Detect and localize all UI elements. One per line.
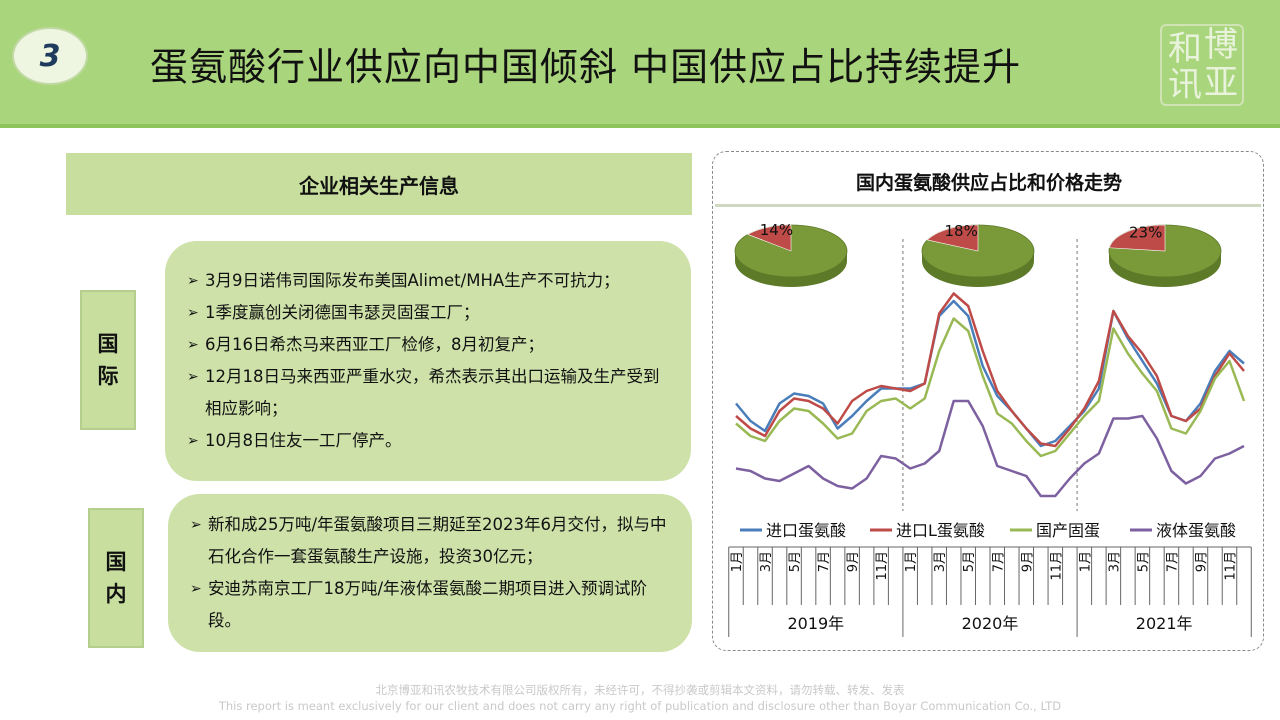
month-tick-label: 5月 — [962, 551, 977, 572]
month-tick-label: 11月 — [1049, 551, 1064, 581]
header-bar: 3 蛋氨酸行业供应向中国倾斜 中国供应占比持续提升 和 博 讯 亚 — [0, 0, 1280, 128]
pie-share-label: 18% — [945, 222, 978, 240]
month-tick-label: 3月 — [759, 551, 774, 572]
month-tick-label: 1月 — [1078, 551, 1093, 572]
series-line — [735, 292, 1245, 448]
list-item: ➢ 新和成25万吨/年蛋氨酸项目三期延至2023年6月交付，拟与中石化合作一套蛋氨… — [190, 509, 674, 573]
logo-char: 讯 — [1168, 65, 1202, 105]
company-logo: 和 博 讯 亚 — [1160, 24, 1244, 106]
month-tick-label: 7月 — [991, 551, 1006, 572]
month-tick-label: 1月 — [904, 551, 919, 572]
arrow-bullet-icon: ➢ — [187, 433, 199, 449]
month-tick-label: 3月 — [1107, 551, 1122, 572]
section-number-badge: 3 — [12, 27, 88, 85]
year-tick-label: 2021年 — [1136, 614, 1193, 633]
month-tick-label: 9月 — [846, 551, 861, 572]
label-char: 内 — [105, 582, 127, 606]
year-tick-label: 2020年 — [962, 614, 1019, 633]
arrow-bullet-icon: ➢ — [190, 517, 202, 533]
label-char: 国 — [105, 550, 127, 574]
legend-label: 进口蛋氨酸 — [766, 521, 846, 540]
label-char: 际 — [97, 364, 119, 388]
arrow-bullet-icon: ➢ — [187, 273, 199, 289]
logo-char: 博 — [1204, 25, 1238, 65]
series-line — [735, 399, 1245, 498]
page-title: 蛋氨酸行业供应向中国倾斜 中国供应占比持续提升 — [150, 45, 1022, 89]
month-tick-label: 5月 — [788, 551, 803, 572]
month-tick-label: 7月 — [817, 551, 832, 572]
pie-share-label: 23% — [1129, 223, 1162, 241]
list-item: ➢ 3月9日诺伟司国际发布美国Alimet/MHA生产不可抗力； — [187, 265, 673, 297]
month-tick-label: 1月 — [730, 551, 745, 572]
arrow-bullet-icon: ➢ — [187, 337, 199, 353]
month-tick-label: 11月 — [875, 551, 890, 581]
list-item: ➢ 1季度赢创关闭德国韦瑟灵固蛋工厂； — [187, 297, 673, 329]
copyright-notice-cn: 北京博亚和讯农牧技术有限公司版权所有，未经许可，不得抄袭或剪辑本文资料，请勿转载… — [375, 683, 905, 697]
arrow-bullet-icon: ➢ — [187, 305, 199, 321]
production-info-heading: 企业相关生产信息 — [66, 153, 692, 215]
list-item: ➢ 12月18日马来西亚严重水灾，希杰表示其出口运输及生产受到相应影响； — [187, 361, 673, 425]
pie-slice-share — [747, 224, 792, 252]
price-trend-chart: 14% 18% 23% 进口蛋氨酸 进口L蛋氨酸 国产固蛋 液体蛋氨酸 1月 3月 5月 7月 9月 1… — [728, 221, 1252, 637]
list-item: ➢ 6月16日希杰马来西亚工厂检修，8月初复产； — [187, 329, 673, 361]
month-tick-label: 9月 — [1194, 551, 1209, 572]
chart-title: 国内蛋氨酸供应占比和价格走势 — [855, 172, 1122, 194]
pie-slice-share — [1109, 224, 1166, 252]
legend-label: 国产固蛋 — [1036, 521, 1100, 540]
series-line — [735, 317, 1246, 458]
month-tick-label: 11月 — [1223, 551, 1238, 581]
label-char: 国 — [97, 332, 119, 356]
domestic-label: 国 内 — [88, 508, 144, 648]
list-item: ➢ 10月8日住友一工厂停产。 — [187, 425, 673, 457]
international-news-list: ➢ 3月9日诺伟司国际发布美国Alimet/MHA生产不可抗力； ➢ 1季度赢创关闭… — [165, 241, 691, 481]
logo-char: 亚 — [1204, 63, 1238, 103]
series-line — [735, 299, 1245, 448]
pie-share-label: 14% — [760, 221, 793, 239]
month-tick-label: 5月 — [1136, 551, 1151, 572]
copyright-notice-en: This report is meant exclusively for our… — [218, 699, 1062, 713]
month-tick-label: 7月 — [1165, 551, 1180, 572]
arrow-bullet-icon: ➢ — [190, 581, 202, 597]
logo-char: 和 — [1168, 29, 1202, 69]
arrow-bullet-icon: ➢ — [187, 369, 199, 385]
pie-slice-share — [926, 224, 979, 252]
year-tick-label: 2019年 — [787, 614, 844, 633]
list-item: ➢ 安迪苏南京工厂18万吨/年液体蛋氨酸二期项目进入预调试阶段。 — [190, 573, 674, 637]
domestic-news-list: ➢ 新和成25万吨/年蛋氨酸项目三期延至2023年6月交付，拟与中石化合作一套蛋氨… — [168, 494, 692, 652]
month-tick-label: 3月 — [933, 551, 948, 572]
chart-title-divider — [715, 204, 1261, 207]
month-tick-label: 9月 — [1020, 551, 1035, 572]
legend-label: 进口L蛋氨酸 — [896, 521, 985, 540]
legend-label: 液体蛋氨酸 — [1156, 521, 1236, 540]
international-label: 国 际 — [80, 290, 136, 430]
